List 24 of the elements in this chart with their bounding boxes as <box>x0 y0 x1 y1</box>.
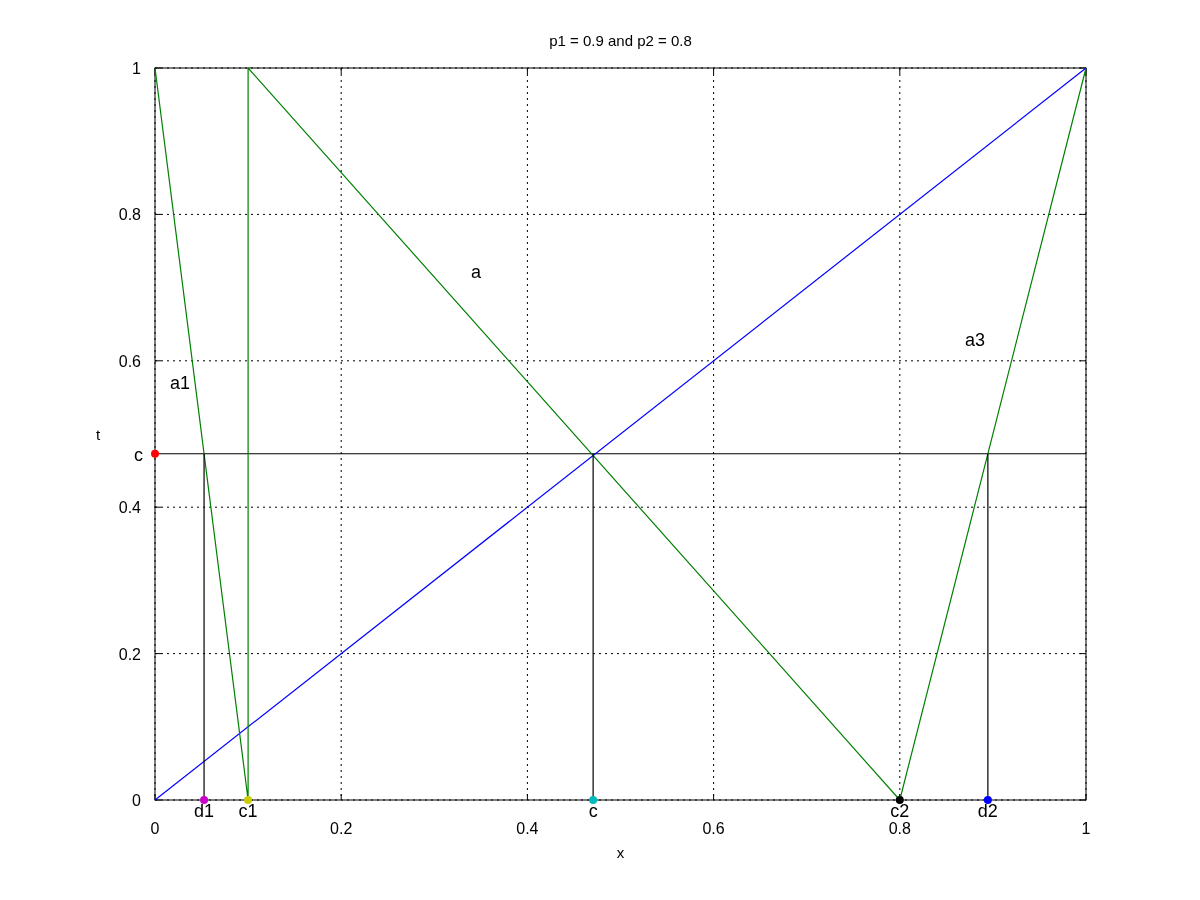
x-tick-label: 0.4 <box>516 820 539 837</box>
y-tick-label: 0 <box>132 792 142 809</box>
x-tick-label: 1 <box>1081 820 1091 837</box>
y-axis-title: t <box>95 426 101 443</box>
chart-title: p1 = 0.9 and p2 = 0.8 <box>549 32 692 49</box>
annotation: a3 <box>964 330 986 350</box>
annotation: a <box>470 262 482 282</box>
y-tick-label: 0.4 <box>118 499 142 517</box>
x-tick-label: 0.6 <box>702 820 725 837</box>
annotation: c2 <box>890 801 910 821</box>
x-axis-title: x <box>616 844 625 861</box>
y-tick-label: 0.2 <box>118 645 142 663</box>
annotation: c <box>134 444 143 465</box>
y-tick-label: 1 <box>132 60 142 77</box>
x-tick-label: 0.8 <box>888 820 912 837</box>
annotation: a1 <box>169 373 191 393</box>
annotation: d2 <box>977 801 998 821</box>
x-tick-label: 0.2 <box>330 820 353 837</box>
x-tick-label: 0 <box>150 820 160 837</box>
annotation: c1 <box>238 801 258 821</box>
y-tick-label: 0.6 <box>118 352 142 370</box>
annotation: c <box>588 801 598 821</box>
annotation: d1 <box>194 801 215 821</box>
y-tick-label: 0.8 <box>118 206 142 224</box>
